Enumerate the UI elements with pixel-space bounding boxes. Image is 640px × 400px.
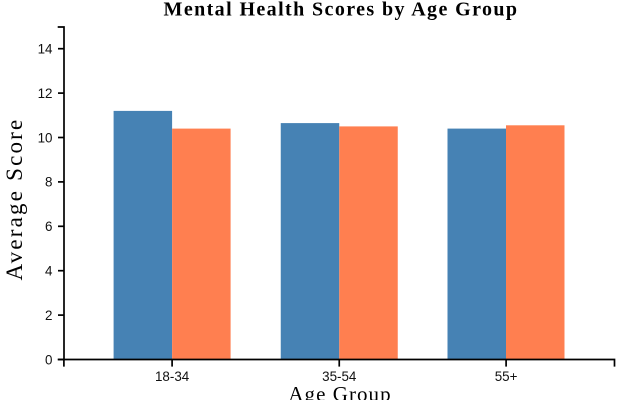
svg-text:18-34: 18-34: [155, 369, 190, 384]
svg-text:4: 4: [45, 264, 53, 279]
svg-text:2: 2: [45, 308, 52, 323]
svg-text:35-54: 35-54: [322, 369, 357, 384]
svg-text:12: 12: [38, 86, 53, 101]
svg-text:Age Group: Age Group: [288, 382, 391, 400]
svg-text:Mental Health Scores by Age Gr: Mental Health Scores by Age Group: [164, 0, 519, 21]
svg-text:6: 6: [45, 219, 52, 234]
svg-text:10: 10: [38, 130, 53, 145]
svg-text:8: 8: [45, 175, 52, 190]
svg-text:14: 14: [38, 42, 53, 57]
svg-text:55+: 55+: [495, 369, 518, 384]
svg-text:0: 0: [45, 352, 52, 367]
svg-text:Average Score: Average Score: [2, 118, 27, 281]
